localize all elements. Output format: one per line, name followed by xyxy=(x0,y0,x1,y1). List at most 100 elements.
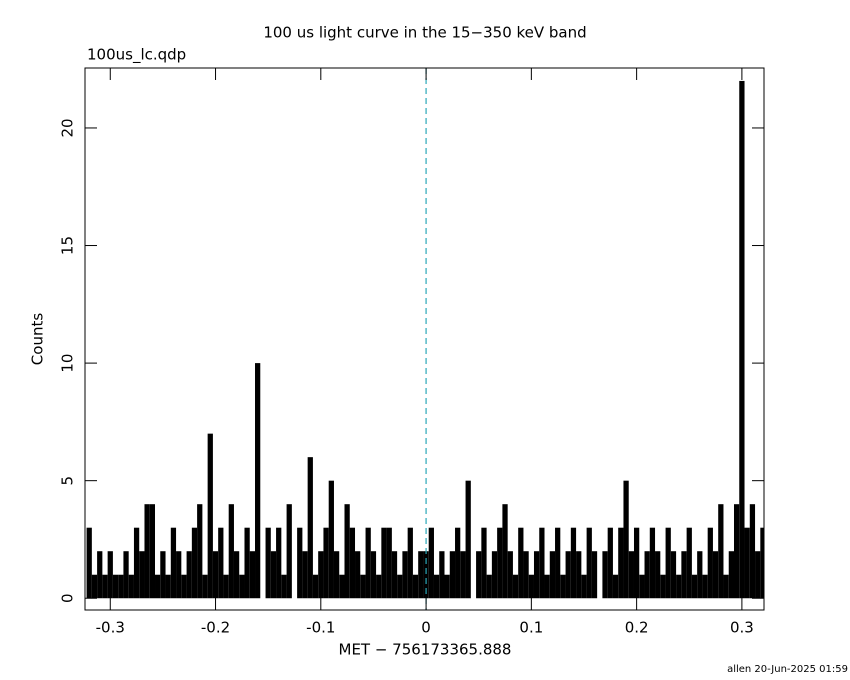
bin xyxy=(607,527,613,599)
bin xyxy=(539,527,545,599)
bin xyxy=(712,551,719,599)
bin xyxy=(723,574,729,599)
bin xyxy=(665,527,671,599)
bin xyxy=(686,527,692,599)
bin xyxy=(239,574,245,599)
bin xyxy=(481,527,487,599)
bin xyxy=(391,551,398,599)
bin xyxy=(444,574,450,599)
bin xyxy=(733,504,740,599)
bin xyxy=(739,80,745,599)
bin xyxy=(565,551,571,599)
bin xyxy=(176,551,182,599)
bin xyxy=(423,551,429,599)
bin xyxy=(649,527,656,599)
bin xyxy=(323,527,329,599)
bin xyxy=(223,574,229,599)
bin xyxy=(691,574,698,599)
bin xyxy=(265,527,271,599)
x-tick-label: 0 xyxy=(421,619,431,637)
bin xyxy=(370,551,377,599)
bin xyxy=(728,551,734,599)
bin xyxy=(612,574,619,599)
bin xyxy=(118,574,124,599)
bin xyxy=(644,551,650,599)
bin xyxy=(486,574,492,599)
bin xyxy=(407,527,413,599)
bin xyxy=(755,551,761,599)
bin xyxy=(186,551,192,599)
bin xyxy=(418,551,424,599)
bin xyxy=(339,574,345,599)
x-tick-label: -0.3 xyxy=(96,619,125,637)
bin xyxy=(244,527,250,599)
bin xyxy=(355,551,361,599)
bin xyxy=(660,574,666,599)
bin xyxy=(702,574,708,599)
bin xyxy=(707,527,713,599)
bin xyxy=(633,527,640,599)
bin xyxy=(402,551,408,599)
bin xyxy=(312,574,319,599)
bin xyxy=(107,551,113,599)
bin xyxy=(149,504,156,599)
subtitle: 100us_lc.qdp xyxy=(87,46,186,65)
bin xyxy=(286,504,292,599)
bin xyxy=(623,480,629,599)
bin xyxy=(144,504,150,599)
plot-area xyxy=(86,68,764,610)
bin xyxy=(523,551,529,599)
bin xyxy=(749,504,756,599)
y-tick-label: 20 xyxy=(59,118,77,137)
bin xyxy=(276,527,282,599)
bin xyxy=(560,574,566,599)
bin xyxy=(497,527,503,599)
bin xyxy=(428,527,434,599)
bin xyxy=(302,551,308,599)
bin xyxy=(449,551,456,599)
bin xyxy=(697,551,703,599)
bin xyxy=(349,527,356,599)
bin xyxy=(718,504,724,599)
bin xyxy=(744,527,750,599)
bin xyxy=(133,527,140,599)
bin xyxy=(307,457,313,599)
x-tick-label: -0.2 xyxy=(201,619,230,637)
x-tick-label: 0.3 xyxy=(730,619,754,637)
bin xyxy=(397,574,403,599)
y-tick-label: 15 xyxy=(59,236,77,255)
bin xyxy=(628,551,634,599)
bin xyxy=(655,551,661,599)
bin xyxy=(670,551,677,599)
bin xyxy=(228,504,234,599)
bin xyxy=(581,574,587,599)
bin xyxy=(191,527,198,599)
bin xyxy=(360,574,366,599)
x-tick-label: 0.2 xyxy=(625,619,649,637)
bin xyxy=(528,574,534,599)
bin xyxy=(197,504,203,599)
bin xyxy=(86,527,92,599)
bin xyxy=(576,551,582,599)
bin xyxy=(207,433,213,599)
bin xyxy=(160,551,166,599)
bin xyxy=(460,551,466,599)
bin xyxy=(570,527,577,599)
bin xyxy=(139,551,145,599)
bin xyxy=(233,551,240,599)
bin xyxy=(533,551,540,599)
bin xyxy=(549,551,556,599)
bin xyxy=(518,527,524,599)
plot-frame xyxy=(84,67,765,611)
x-axis-label: MET − 756173365.888 xyxy=(339,641,512,659)
bin xyxy=(381,527,387,599)
bin xyxy=(455,527,461,599)
bin xyxy=(502,504,508,599)
bin xyxy=(318,551,324,599)
bin xyxy=(586,527,592,599)
bin xyxy=(297,527,303,599)
bin xyxy=(102,574,108,599)
bin xyxy=(155,574,161,599)
bin xyxy=(433,574,440,599)
